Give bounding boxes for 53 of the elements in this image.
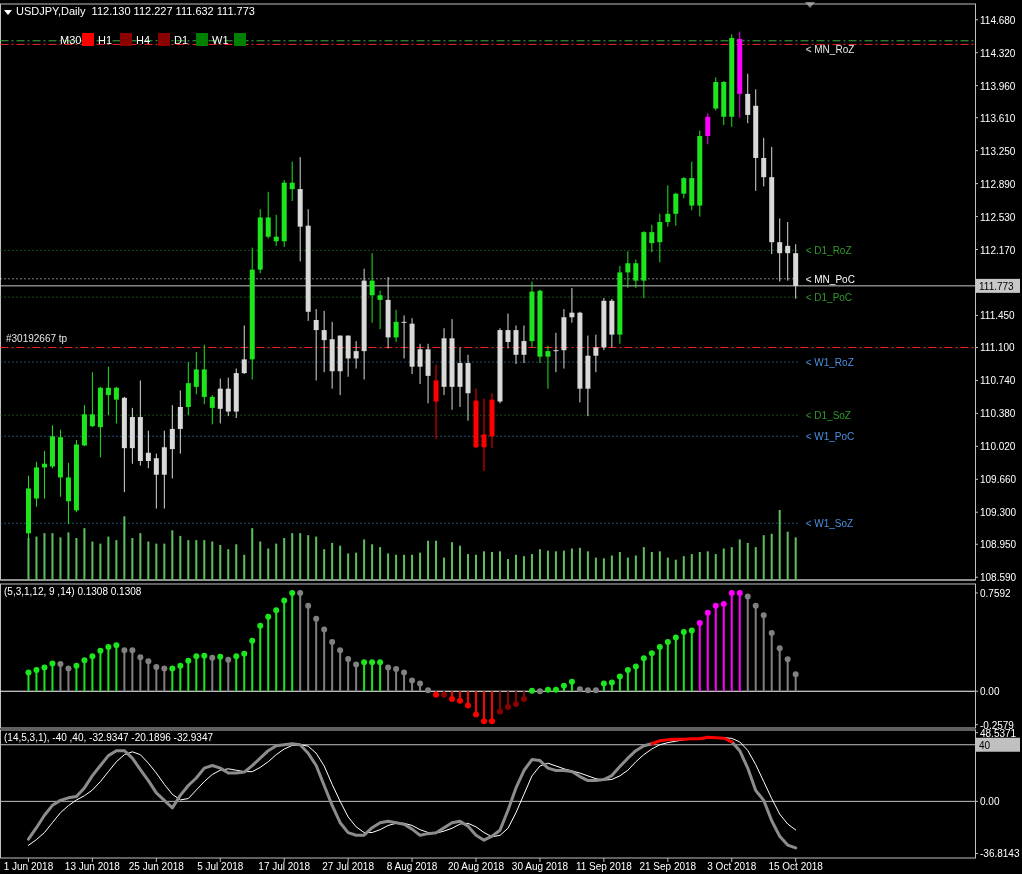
y-tick-label: 113.960 xyxy=(980,80,1016,92)
x-tick-label: 21 Sep 2018 xyxy=(639,861,697,872)
annotation: H1 xyxy=(98,34,113,46)
x-tick-label: 8 Aug 2018 xyxy=(386,861,438,872)
y-tick-label: 0.00 xyxy=(980,686,1000,698)
x-tick-label: 3 Oct 2018 xyxy=(707,861,757,872)
ref-line-label: < W1_SoZ xyxy=(805,518,854,530)
ref-line-label: 40 xyxy=(979,739,991,751)
x-tick-label: 13 Jun 2018 xyxy=(64,861,121,872)
ref-line-label: < D1_PoC xyxy=(805,292,853,304)
y-tick-label: 113.250 xyxy=(980,145,1016,157)
annotation: W1 xyxy=(212,34,229,46)
chart-title: (14,5,3,1), -40 ,40, -32.9347 -20.1896 -32.9347 xyxy=(4,732,214,743)
y-tick-label: 0.7592 xyxy=(980,587,1012,599)
ref-line-label: < W1_PoC xyxy=(805,431,855,443)
annotation: #30192667 tp xyxy=(6,333,68,345)
annotation: M30 xyxy=(60,34,82,46)
x-tick-label: 30 Aug 2018 xyxy=(511,861,569,872)
chart-title: (5,3,1,12, 9 ,14) 0.1308 0.1308 xyxy=(4,586,142,597)
y-tick-label: 0.00 xyxy=(980,796,1000,808)
ref-line-label: < W1_RoZ xyxy=(805,357,854,369)
y-tick-label: 110.020 xyxy=(980,441,1016,453)
y-tick-label: 112.170 xyxy=(980,244,1016,256)
x-tick-label: 20 Aug 2018 xyxy=(447,861,505,872)
x-tick-label: 5 Jul 2018 xyxy=(197,861,244,872)
y-tick-label: 110.740 xyxy=(980,375,1016,387)
annotation: H4 xyxy=(136,34,151,46)
y-tick-label: 112.530 xyxy=(980,211,1016,223)
ref-line-label: < MN_PoC xyxy=(805,273,855,285)
y-tick-label: 110.380 xyxy=(980,408,1016,420)
y-tick-label: 108.950 xyxy=(980,539,1017,551)
x-tick-label: 25 Jun 2018 xyxy=(128,861,185,872)
y-tick-label: 113.610 xyxy=(980,112,1016,124)
y-tick-label: 109.660 xyxy=(980,474,1017,486)
x-tick-label: 11 Sep 2018 xyxy=(575,861,633,872)
y-tick-label: 114.680 xyxy=(980,14,1016,26)
y-tick-label: 111.100 xyxy=(980,342,1016,354)
x-tick-label: 15 Oct 2018 xyxy=(768,861,824,872)
ref-line-label: < D1_RoZ xyxy=(805,245,852,257)
ref-line-label: < D1_SoZ xyxy=(805,410,851,422)
x-tick-label: 1 Jun 2018 xyxy=(3,861,54,872)
y-tick-label: 112.890 xyxy=(980,178,1016,190)
x-tick-label: 27 Jul 2018 xyxy=(322,861,375,872)
x-tick-label: 17 Jul 2018 xyxy=(258,861,311,872)
y-tick-label: 108.590 xyxy=(980,572,1017,584)
y-tick-label: -36.8143 xyxy=(980,848,1020,860)
annotation: D1 xyxy=(174,34,189,46)
y-tick-label: 111.450 xyxy=(980,310,1016,322)
ref-line-label: 111.773 xyxy=(979,280,1015,292)
y-tick-label: 109.300 xyxy=(980,507,1017,519)
ref-line-label: < MN_RoZ xyxy=(805,44,855,56)
y-tick-label: 114.320 xyxy=(980,47,1016,59)
chart-title: USDJPY,Daily 112.130 112.227 111.632 111.773 xyxy=(16,5,255,17)
